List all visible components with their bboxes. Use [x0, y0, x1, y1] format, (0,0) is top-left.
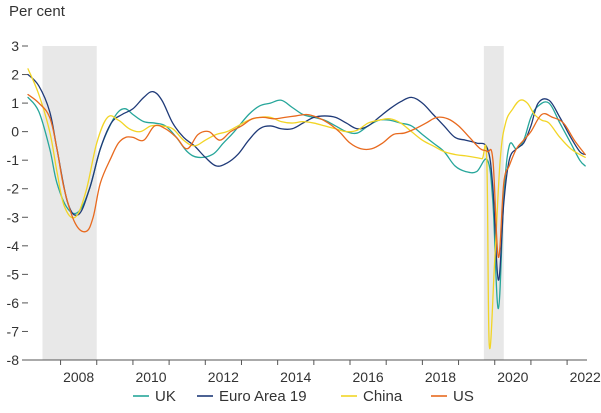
x-tick-label: 2018: [425, 369, 456, 385]
series-line-uk: [27, 96, 586, 310]
series-line-euro-area-19: [27, 73, 586, 281]
legend-label-euro-area-19: Euro Area 19: [219, 388, 307, 405]
y-axis-label: Per cent: [9, 3, 65, 20]
recession-shading: [42, 46, 504, 360]
series-lines: [27, 68, 586, 350]
legend-label-us: US: [453, 388, 474, 405]
recession-band-1: [42, 46, 97, 360]
x-tick-label: 2016: [353, 369, 384, 385]
y-tick-label: -7: [7, 323, 20, 339]
series-line-china: [27, 68, 586, 350]
x-tick-label: 2014: [280, 369, 311, 385]
y-tick-label: -4: [7, 238, 20, 254]
y-tick-label: 0: [11, 124, 19, 140]
series-line-us: [27, 93, 586, 258]
legend-label-uk: UK: [155, 388, 176, 405]
axes: 3 2 1 0 -1 -2 -3 -4 -5 -6 -7 -8 2008 2010 2012 2014 2016…: [7, 38, 601, 385]
y-tick-label: -8: [7, 352, 20, 368]
y-tick-label: -2: [7, 181, 20, 197]
x-tick-label: 2008: [63, 369, 94, 385]
y-tick-label: 3: [11, 38, 19, 54]
y-tick-label: -1: [7, 152, 20, 168]
y-tick-label: 1: [11, 95, 19, 111]
y-tick-label: -5: [7, 266, 20, 282]
legend: UK Euro Area 19 China US: [133, 388, 474, 405]
x-tick-label: 2020: [497, 369, 528, 385]
x-tick-label: 2010: [135, 369, 166, 385]
y-tick-label: -6: [7, 295, 20, 311]
x-tick-label: 2012: [208, 369, 239, 385]
legend-label-china: China: [363, 388, 403, 405]
x-tick-label: 2022: [570, 369, 601, 385]
y-tick-label: -3: [7, 209, 20, 225]
y-tick-label: 2: [11, 67, 19, 83]
